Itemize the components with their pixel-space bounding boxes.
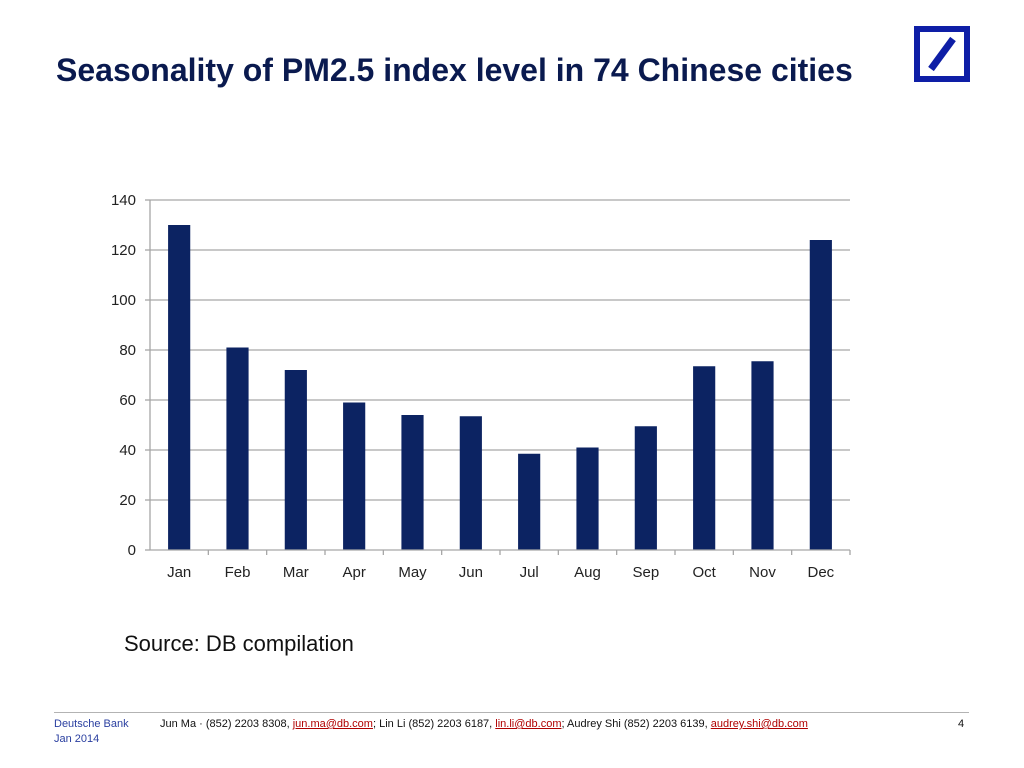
bar-jan xyxy=(168,225,191,550)
bar-aug xyxy=(576,447,599,550)
x-tick-label: Apr xyxy=(342,564,365,581)
y-tick-label: 0 xyxy=(128,542,136,559)
bar-apr xyxy=(343,402,366,550)
source-note: Source: DB compilation xyxy=(124,631,354,656)
x-tick-label: Jul xyxy=(520,564,539,581)
bar-feb xyxy=(226,347,249,550)
chart-gridlines xyxy=(150,199,850,501)
slide-title: Seasonality of PM2.5 index level in 74 C… xyxy=(56,52,853,88)
contact-suffix: ; xyxy=(561,718,568,730)
contact-suffix: ; xyxy=(372,718,380,730)
x-tick-label: Feb xyxy=(225,564,251,581)
contact-email-link[interactable]: audrey.shi@db.com xyxy=(710,718,808,730)
contact-email-link[interactable]: jun.ma@db.com xyxy=(292,718,373,730)
x-axis-tick-labels: Jan Feb Mar Apr May Jun Jul Aug Sep Oct Nov Dec xyxy=(167,564,835,581)
bar-sep xyxy=(634,426,657,550)
bar-jun xyxy=(459,416,482,550)
x-tick-label: Dec xyxy=(807,564,834,581)
x-tick-label: Jan xyxy=(167,564,191,581)
y-tick-label: 80 xyxy=(119,342,136,359)
bar-chart: 0 20 40 60 80 100 120 140 Jan Feb Mar Apr May Jun Jul… xyxy=(111,192,851,581)
footer-divider xyxy=(54,712,969,713)
x-tick-label: Sep xyxy=(632,564,659,581)
bar-nov xyxy=(751,361,774,550)
bar-mar xyxy=(284,370,307,550)
bar-jul xyxy=(518,453,541,550)
x-tick-label: Jun xyxy=(459,564,483,581)
y-tick-label: 20 xyxy=(119,492,136,509)
y-tick-label: 60 xyxy=(119,392,136,409)
footer-date: Jan 2014 xyxy=(54,733,100,745)
footer-org-name: Deutsche Bank xyxy=(54,718,129,730)
x-tick-label: Nov xyxy=(749,564,776,581)
bar-oct xyxy=(693,366,716,550)
x-tick-label: Mar xyxy=(283,564,309,581)
footer-org-block: Deutsche Bank Jan 2014 xyxy=(54,717,129,747)
bar-dec xyxy=(809,240,832,550)
y-tick-label: 140 xyxy=(111,192,136,209)
contact-prefix: Audrey Shi (852) 2203 6139, xyxy=(567,718,711,730)
y-tick-label: 40 xyxy=(119,442,136,459)
x-tick-label: Oct xyxy=(692,564,716,581)
x-tick-label: Aug xyxy=(574,564,601,581)
footer-contacts: Jun Ma · (852) 2203 8308, jun.ma@db.com;… xyxy=(160,717,808,732)
y-tick-label: 100 xyxy=(111,292,136,309)
y-tick-label: 120 xyxy=(111,242,136,259)
x-tick-label: May xyxy=(398,564,427,581)
page-number: 4 xyxy=(958,718,965,730)
chart-bars xyxy=(168,225,832,550)
bar-may xyxy=(401,415,424,550)
contact-prefix: Lin Li (852) 2203 6187, xyxy=(379,718,496,730)
contact-prefix: Jun Ma · (852) 2203 8308, xyxy=(160,718,293,730)
chart-axes xyxy=(145,199,851,555)
deutsche-bank-logo-icon xyxy=(914,26,970,82)
contact-email-link[interactable]: lin.li@db.com xyxy=(495,718,562,730)
y-axis-tick-labels: 0 20 40 60 80 100 120 140 xyxy=(111,192,136,559)
